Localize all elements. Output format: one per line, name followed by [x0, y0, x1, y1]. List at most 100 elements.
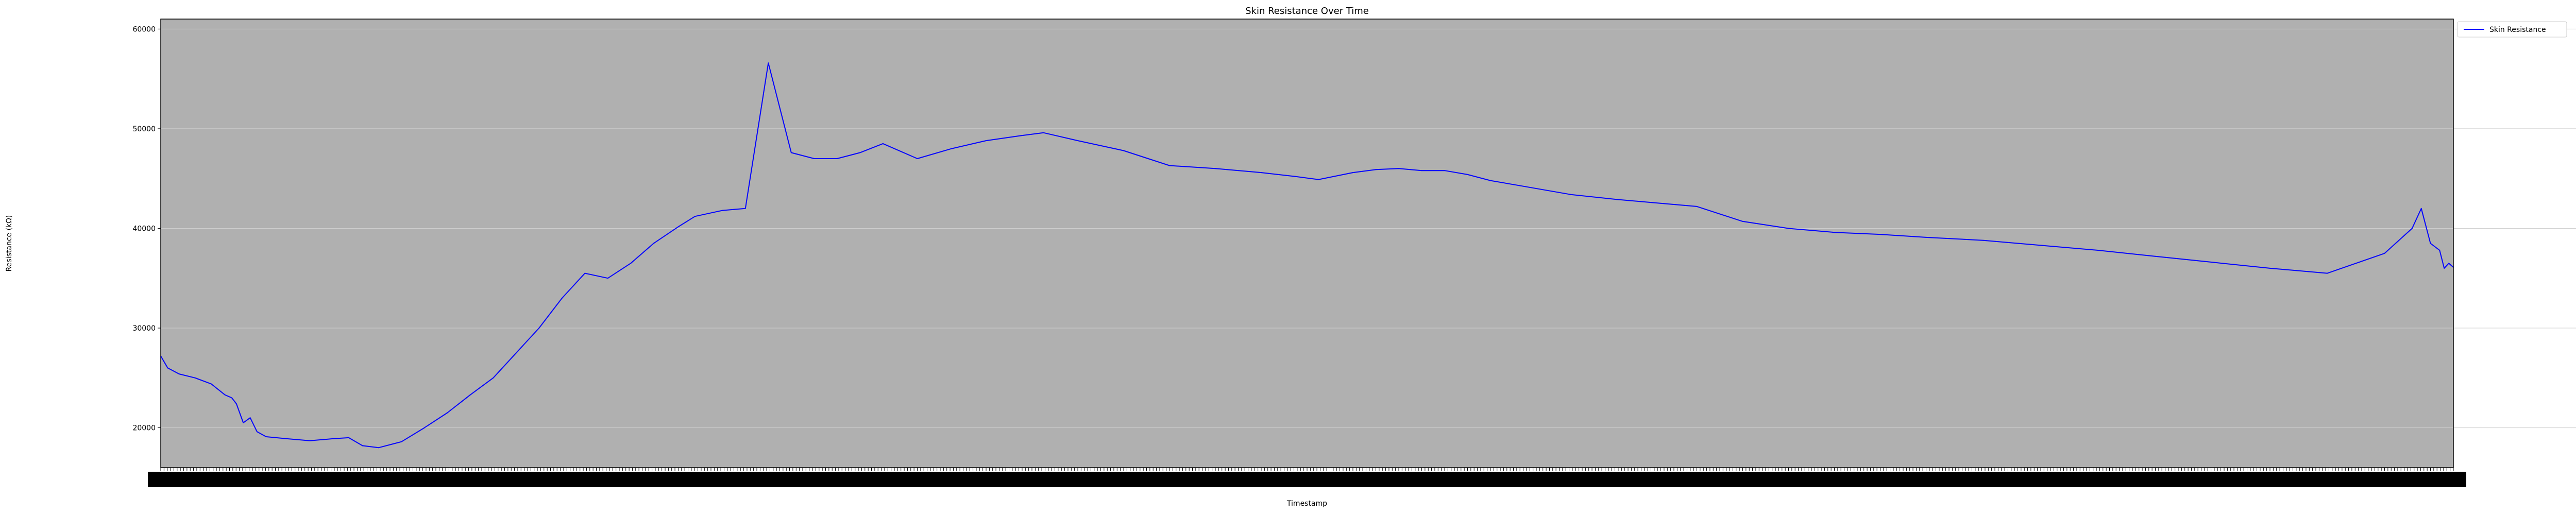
data-point	[194, 377, 196, 379]
data-point	[2212, 262, 2213, 263]
data-point	[917, 158, 918, 159]
data-point	[1616, 199, 1617, 200]
x-tick-marks	[160, 468, 2454, 471]
data-point	[882, 143, 884, 144]
data-point	[1524, 186, 1526, 187]
data-point	[493, 377, 494, 379]
data-point	[231, 397, 232, 399]
x-axis-label: Timestamp	[1286, 500, 1327, 508]
data-point	[211, 383, 212, 385]
y-tick-label: 30000	[132, 324, 156, 333]
data-point	[515, 352, 517, 354]
data-point	[2412, 228, 2413, 229]
data-point	[1020, 135, 1021, 136]
data-point	[2430, 243, 2431, 244]
data-point	[2040, 245, 2041, 246]
data-point	[1650, 202, 1652, 203]
data-point	[584, 272, 586, 274]
data-point	[678, 226, 680, 227]
data-point	[814, 158, 815, 159]
data-point	[1295, 176, 1296, 177]
y-tick-label: 20000	[132, 424, 156, 433]
data-point	[378, 447, 379, 449]
data-point	[1215, 168, 1216, 169]
data-point	[1398, 168, 1399, 169]
data-point	[423, 427, 425, 428]
data-point	[2444, 268, 2445, 269]
data-point	[1742, 221, 1743, 222]
data-point	[561, 298, 563, 299]
data-point	[2420, 208, 2422, 209]
legend: Skin Resistance	[2457, 21, 2567, 38]
data-point	[2439, 250, 2441, 251]
data-point	[790, 152, 792, 153]
x-tick-label-band	[148, 472, 2466, 487]
y-tick-label: 40000	[132, 225, 156, 233]
data-point	[859, 152, 861, 153]
data-point	[1375, 169, 1377, 170]
data-point	[447, 412, 448, 414]
data-point	[1925, 237, 1927, 238]
y-tick-label: 60000	[132, 25, 156, 33]
data-point	[1261, 172, 1262, 173]
data-point	[1421, 170, 1422, 171]
data-point	[653, 243, 654, 244]
data-point	[1490, 180, 1491, 181]
data-point	[348, 437, 349, 438]
data-point	[469, 394, 471, 396]
data-point	[362, 445, 363, 447]
data-point	[224, 394, 226, 396]
data-point	[1123, 150, 1124, 151]
data-point	[694, 216, 696, 217]
data-point	[951, 148, 953, 149]
data-point	[265, 436, 267, 437]
data-point	[2327, 272, 2328, 274]
data-point	[1788, 228, 1789, 229]
data-point	[744, 208, 746, 209]
data-point	[1982, 239, 1984, 241]
data-point	[1444, 170, 1445, 171]
legend-label: Skin Resistance	[2489, 26, 2546, 34]
data-point	[2384, 253, 2385, 254]
data-point	[2269, 268, 2270, 269]
data-point	[1077, 140, 1078, 141]
chart-title: Skin Resistance Over Time	[1245, 6, 1369, 16]
data-point	[1879, 234, 1881, 235]
data-point	[1352, 172, 1353, 173]
data-point	[1467, 174, 1468, 175]
data-point	[401, 441, 402, 442]
data-point	[178, 373, 180, 374]
grid-lines	[161, 28, 2576, 428]
data-point	[1834, 232, 1835, 233]
data-point	[2097, 250, 2099, 251]
data-point	[538, 328, 540, 329]
data-point	[1696, 206, 1698, 207]
data-point	[607, 278, 608, 279]
data-point	[1318, 179, 1319, 180]
data-point	[722, 210, 723, 211]
data-point	[1043, 132, 1044, 133]
y-axis-label: Resistance (kΩ)	[5, 215, 13, 272]
data-point	[836, 158, 838, 159]
data-point	[1570, 194, 1571, 195]
data-point	[2448, 263, 2449, 264]
data-point	[309, 440, 311, 441]
data-point	[286, 438, 287, 439]
data-point	[1169, 165, 1170, 166]
y-tick-label: 50000	[132, 125, 156, 133]
data-point	[768, 62, 769, 63]
data-point	[630, 263, 632, 264]
data-point	[243, 422, 244, 423]
data-point	[167, 367, 168, 369]
data-point	[986, 140, 987, 141]
data-point	[332, 438, 333, 439]
data-point	[249, 417, 251, 419]
data-point	[236, 403, 237, 404]
plot-area	[161, 19, 2453, 468]
data-point	[2155, 255, 2156, 257]
data-point	[257, 431, 258, 433]
series-line-skin-resistance	[160, 62, 2454, 449]
legend-box	[2457, 21, 2567, 38]
